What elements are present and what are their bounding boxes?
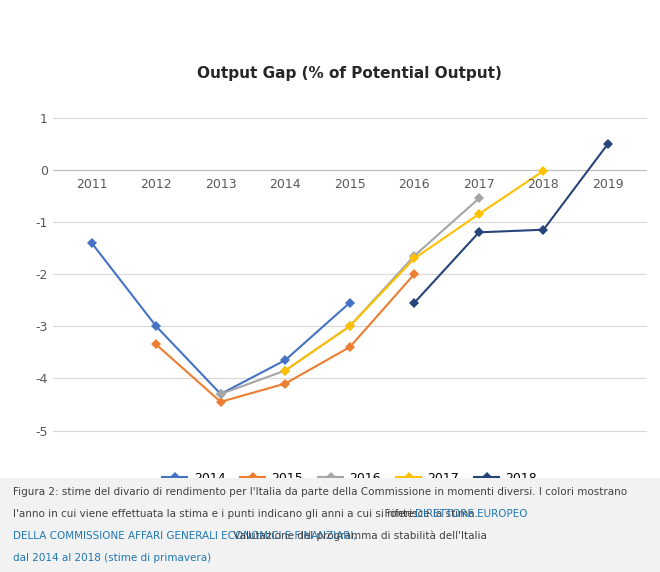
2016	[411, 252, 418, 259]
Legend: 2014, 2015, 2016, 2017, 2018: 2014, 2015, 2016, 2017, 2018	[158, 467, 542, 490]
Text: 2011: 2011	[76, 177, 108, 190]
2017	[475, 210, 483, 217]
2016	[346, 323, 354, 329]
2014	[281, 357, 289, 364]
Text: Fonte:: Fonte:	[378, 509, 423, 519]
Text: DIRETTORE EUROPEO: DIRETTORE EUROPEO	[416, 509, 528, 519]
Text: 2017: 2017	[463, 177, 495, 190]
2014	[346, 299, 354, 306]
2015	[411, 271, 418, 277]
Text: Figura 2: stime del divario di rendimento per l'Italia da parte della Commission: Figura 2: stime del divario di rendiment…	[13, 487, 627, 497]
2014	[216, 391, 224, 398]
2017	[539, 168, 547, 174]
2014	[152, 323, 160, 329]
2015	[216, 398, 224, 405]
Line: 2015: 2015	[152, 271, 418, 406]
Text: 2013: 2013	[205, 177, 236, 190]
2017	[411, 255, 418, 262]
2015	[152, 341, 160, 348]
2018	[604, 140, 612, 147]
2018	[539, 227, 547, 233]
Line: 2014: 2014	[88, 239, 353, 398]
2018	[475, 229, 483, 236]
Line: 2018: 2018	[411, 140, 612, 306]
2015	[346, 344, 354, 351]
Text: 2012: 2012	[141, 177, 172, 190]
Text: Valutazione del programma di stabilità dell'Italia: Valutazione del programma di stabilità d…	[230, 531, 486, 541]
2017	[346, 323, 354, 329]
Text: 2016: 2016	[399, 177, 430, 190]
2016	[475, 195, 483, 202]
Title: Output Gap (% of Potential Output): Output Gap (% of Potential Output)	[197, 66, 502, 81]
Text: 2018: 2018	[527, 177, 560, 190]
2016	[281, 367, 289, 374]
2016	[216, 391, 224, 398]
Text: 2015: 2015	[334, 177, 366, 190]
Text: dal 2014 al 2018 (stime di primavera): dal 2014 al 2018 (stime di primavera)	[13, 553, 211, 562]
Text: 2014: 2014	[269, 177, 301, 190]
Line: 2017: 2017	[282, 168, 547, 374]
Text: DELLA COMMISSIONE AFFARI GENERALI ECONOMICI E FINANZIARI,: DELLA COMMISSIONE AFFARI GENERALI ECONOM…	[13, 531, 357, 541]
2015	[281, 380, 289, 387]
2014	[88, 239, 96, 246]
2017	[281, 367, 289, 374]
Text: l'anno in cui viene effettuata la stima e i punti indicano gli anni a cui si rif: l'anno in cui viene effettuata la stima …	[13, 509, 478, 519]
2018	[411, 299, 418, 306]
Line: 2016: 2016	[217, 195, 482, 398]
Text: 2019: 2019	[592, 177, 624, 190]
